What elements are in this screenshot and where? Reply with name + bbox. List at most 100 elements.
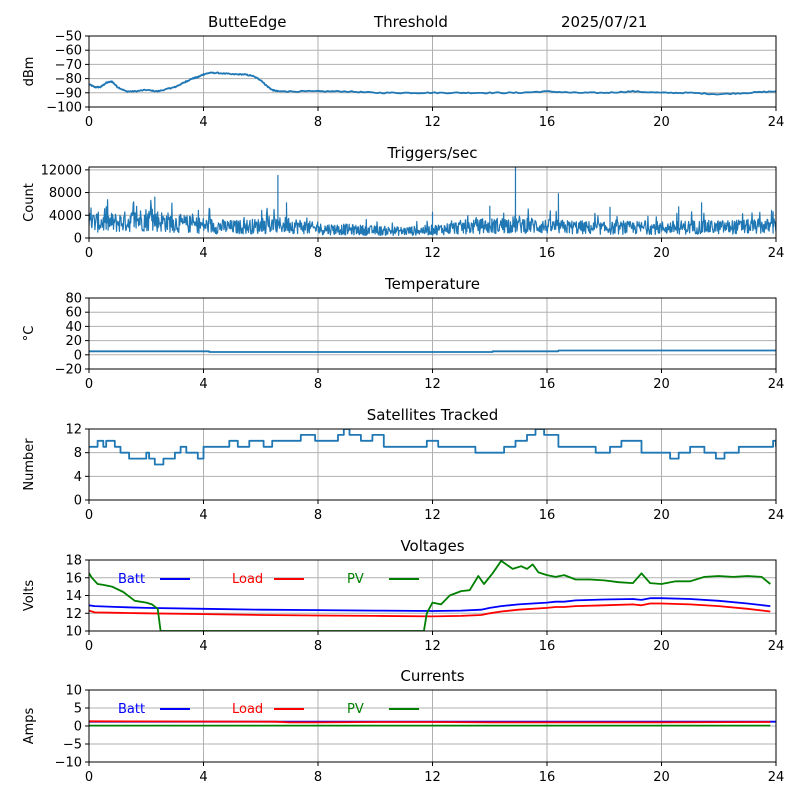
x-tick-label: 8 [314, 639, 322, 654]
x-tick-label: 4 [199, 246, 207, 261]
x-tick-label: 0 [85, 770, 93, 785]
series-line-load [89, 720, 771, 724]
y-axis-label: Volts [22, 580, 37, 612]
axes-frame [88, 35, 777, 108]
y-tick-label: 0 [74, 232, 82, 247]
y-tick-label: 60 [65, 306, 82, 321]
axes-frame [88, 559, 777, 632]
plot-area [89, 560, 771, 631]
y-tick-label: −90 [55, 86, 82, 101]
x-tick-label: 4 [199, 639, 207, 654]
series-line-pv [89, 560, 771, 631]
x-tick-label: 20 [653, 377, 670, 392]
axes-frame [88, 428, 777, 501]
x-tick-label: 4 [199, 115, 207, 130]
x-tick-label: 24 [768, 770, 785, 785]
y-tick-label: 80 [65, 292, 82, 307]
x-tick-label: 12 [424, 639, 441, 654]
x-tick-label: 16 [539, 377, 556, 392]
x-tick-label: 0 [85, 115, 93, 130]
x-tick-label: 12 [424, 377, 441, 392]
y-tick-label: 5 [74, 702, 82, 717]
series-line-batt [89, 597, 771, 612]
legend-label-batt: Batt [118, 702, 145, 717]
y-tick-label: 0 [74, 494, 82, 509]
y-tick-label: 20 [65, 334, 82, 349]
x-tick-label: 16 [539, 115, 556, 130]
chart-title: Triggers/sec [387, 144, 478, 162]
axes-frame [88, 166, 777, 239]
date-label: 2025/07/21 [561, 13, 647, 31]
x-tick-label: 8 [314, 115, 322, 130]
plot-area [89, 71, 776, 96]
y-tick-label: 40 [65, 320, 82, 335]
y-axis-label: Count [22, 183, 37, 222]
x-tick-label: 20 [653, 639, 670, 654]
chart-title: Temperature [384, 275, 480, 293]
chart-title: Currents [400, 667, 464, 685]
y-tick-label: −80 [55, 72, 82, 87]
y-tick-label: 8 [74, 446, 82, 461]
x-tick-label: 16 [539, 770, 556, 785]
x-tick-label: 4 [199, 508, 207, 523]
y-tick-label: 16 [65, 571, 82, 586]
x-tick-label: 24 [768, 115, 785, 130]
x-tick-label: 16 [539, 508, 556, 523]
y-tick-label: 18 [65, 554, 82, 569]
x-tick-label: 8 [314, 508, 322, 523]
chart-panel-4: 0 4 8 12 16 20 24 0 4 8 12 Satellites Tracked Number [22, 406, 784, 523]
x-tick-label: 8 [314, 770, 322, 785]
x-tick-label: 0 [85, 508, 93, 523]
legend-label-load: Load [232, 702, 263, 717]
y-axis-label: Number [22, 438, 37, 491]
x-tick-label: 20 [653, 508, 670, 523]
y-tick-label: 14 [65, 589, 82, 604]
x-tick-label: 16 [539, 639, 556, 654]
y-tick-label: −5 [63, 738, 82, 753]
x-tick-label: 8 [314, 377, 322, 392]
x-tick-label: 4 [199, 770, 207, 785]
series-line [89, 429, 776, 466]
chart-panel-6: 0 4 8 12 16 20 24 −10 −5 0 5 10 Currents Amps Batt Load… [22, 667, 784, 785]
panel-title-threshold: Threshold [373, 13, 448, 31]
y-tick-label: −20 [55, 363, 82, 378]
y-tick-label: −60 [55, 44, 82, 59]
y-tick-label: 8000 [49, 186, 82, 201]
y-tick-label: −100 [46, 101, 82, 116]
y-axis-label: dBm [22, 57, 37, 87]
y-tick-label: 10 [65, 625, 82, 640]
chart-title: Satellites Tracked [367, 406, 498, 424]
y-tick-label: 0 [74, 348, 82, 363]
plot-area [89, 349, 776, 353]
series-line [89, 71, 776, 96]
x-tick-label: 12 [424, 770, 441, 785]
y-axis-label: Amps [22, 707, 37, 744]
x-tick-label: 12 [424, 115, 441, 130]
plot-area [89, 720, 776, 727]
y-tick-label: 12000 [41, 163, 82, 178]
series-line [89, 167, 776, 236]
x-tick-label: 24 [768, 377, 785, 392]
x-tick-label: 16 [539, 246, 556, 261]
x-tick-label: 8 [314, 246, 322, 261]
series-line [89, 349, 776, 353]
plot-area [89, 429, 776, 466]
chart-panel-1: 0 4 8 12 16 20 24 −100−90−80−70−60−50 dBm [22, 30, 784, 131]
y-tick-label: −10 [55, 756, 82, 771]
legend-label-batt: Batt [118, 572, 145, 587]
y-tick-label: 12 [65, 607, 82, 622]
x-tick-label: 0 [85, 377, 93, 392]
y-tick-label: 12 [65, 423, 82, 438]
chart-title: Voltages [400, 537, 464, 555]
x-tick-label: 24 [768, 246, 785, 261]
x-tick-label: 0 [85, 246, 93, 261]
x-tick-label: 24 [768, 508, 785, 523]
y-tick-label: 4 [74, 470, 82, 485]
plot-area [89, 167, 776, 236]
x-tick-label: 12 [424, 508, 441, 523]
x-tick-label: 12 [424, 246, 441, 261]
legend-label-load: Load [232, 572, 263, 587]
x-tick-label: 20 [653, 770, 670, 785]
